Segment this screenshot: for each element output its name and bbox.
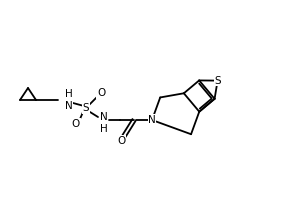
Text: N
H: N H	[100, 112, 108, 134]
Text: O: O	[117, 136, 125, 146]
Text: O: O	[72, 119, 80, 129]
Text: S: S	[214, 76, 221, 86]
Text: S: S	[83, 103, 89, 113]
Text: N: N	[148, 115, 156, 125]
Text: H
N: H N	[65, 89, 73, 111]
Text: O: O	[97, 88, 105, 98]
